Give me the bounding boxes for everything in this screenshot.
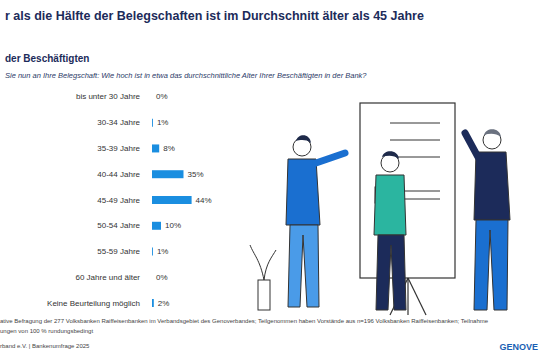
svg-text:bis unter 30 Jahre: bis unter 30 Jahre [76,92,141,101]
svg-text:GENOVE: GENOVE [499,342,538,352]
svg-text:30-34 Jahre: 30-34 Jahre [97,118,140,127]
svg-text:1%: 1% [157,247,169,256]
svg-text:0%: 0% [156,92,168,101]
svg-text:ative Befragung der 277 Volksb: ative Befragung der 277 Volksbanken Raif… [0,318,489,324]
svg-text:rband e.V. | Bankenumfrage 202: rband e.V. | Bankenumfrage 2025 [0,343,90,349]
svg-text:Keine Beurteilung möglich: Keine Beurteilung möglich [47,299,140,308]
svg-text:10%: 10% [165,221,181,230]
svg-text:r als die Hälfte der Belegscha: r als die Hälfte der Belegschaften ist i… [5,9,424,23]
svg-text:35-39 Jahre: 35-39 Jahre [97,144,140,153]
svg-text:1%: 1% [157,118,169,127]
svg-text:45-49 Jahre: 45-49 Jahre [97,196,140,205]
svg-text:50-54 Jahre: 50-54 Jahre [97,221,140,230]
svg-text:der Beschäftigten: der Beschäftigten [5,53,89,64]
svg-text:44%: 44% [196,196,212,205]
svg-text:0%: 0% [156,273,168,282]
svg-text:60 Jahre und älter: 60 Jahre und älter [76,273,141,282]
svg-text:35%: 35% [188,170,204,179]
svg-text:Sie nun an Ihre Belegschaft: W: Sie nun an Ihre Belegschaft: Wie hoch is… [5,71,367,80]
svg-text:ungen von 100 % rundungsbeding: ungen von 100 % rundungsbedingt [0,328,93,334]
svg-text:40-44 Jahre: 40-44 Jahre [97,170,140,179]
svg-text:55-59 Jahre: 55-59 Jahre [97,247,140,256]
svg-text:2%: 2% [158,299,170,308]
svg-text:8%: 8% [163,144,175,153]
